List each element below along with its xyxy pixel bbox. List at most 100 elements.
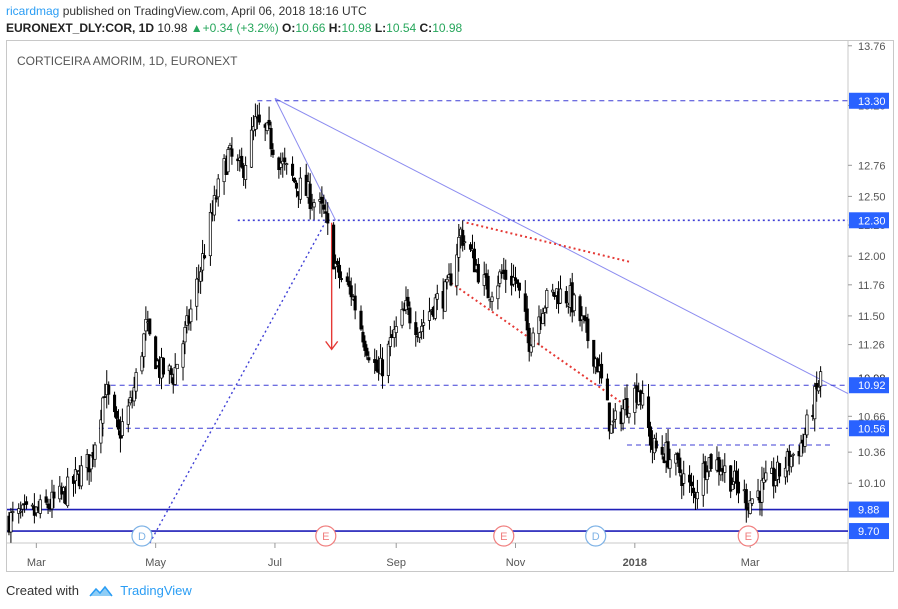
candle-body <box>279 162 283 168</box>
symbol-name: EURONEXT_DLY:COR, 1D <box>6 21 155 35</box>
candle-body <box>482 274 486 286</box>
candle-body <box>418 332 422 339</box>
candle-body <box>334 263 338 268</box>
candle-body <box>11 511 15 513</box>
candle-body <box>322 204 326 210</box>
candle-body <box>52 491 56 499</box>
price-label-box <box>849 377 889 394</box>
candle-body <box>641 393 645 406</box>
candle-body <box>120 421 124 436</box>
candle-body <box>803 434 807 447</box>
earnings-event-marker <box>493 525 515 547</box>
y-tick-label: 10.10 <box>858 478 886 490</box>
candle-body <box>461 229 465 246</box>
published-text: published on TradingView.com, April 06, … <box>62 4 367 18</box>
candle-body <box>705 471 709 480</box>
created-with-text: Created with <box>6 583 79 598</box>
candle-body <box>140 355 144 372</box>
candle-body <box>244 165 248 180</box>
candle-body <box>455 254 459 287</box>
candle-body <box>183 327 187 343</box>
author-link[interactable]: ricardmag <box>6 4 60 18</box>
candle-body <box>529 345 533 353</box>
candle-body <box>689 481 694 487</box>
price-label-box <box>849 501 889 518</box>
candle-body <box>772 467 776 487</box>
price-label-box <box>849 212 889 229</box>
candle-body <box>212 195 216 216</box>
candle-body <box>613 410 617 420</box>
candle-body <box>791 453 795 456</box>
candle-body <box>335 260 340 265</box>
candle-body <box>709 454 713 469</box>
candle-body <box>543 307 547 313</box>
candle-body <box>592 339 596 367</box>
candle-body <box>230 148 234 157</box>
candle-body <box>283 157 287 163</box>
candle-body <box>347 280 351 287</box>
candle-body <box>734 470 739 484</box>
candle-body <box>463 241 467 244</box>
candle-body <box>774 480 778 487</box>
candle-body <box>73 469 78 482</box>
candle-body <box>93 444 97 460</box>
earnings-event-label: E <box>745 531 752 543</box>
candle-body <box>116 419 121 430</box>
candle-body <box>764 472 768 481</box>
candle-body <box>668 459 672 469</box>
up-triangle-icon: ▲ <box>190 21 203 35</box>
tradingview-logo-icon <box>89 585 113 597</box>
candle-body <box>324 211 328 214</box>
candle-body <box>337 264 342 279</box>
candle-body <box>169 368 173 375</box>
candle-body <box>285 163 289 166</box>
candle-body <box>537 316 541 334</box>
price-label-box <box>849 92 889 109</box>
dividend-event-marker <box>131 525 153 547</box>
candle-body <box>513 277 518 281</box>
candle-body <box>349 285 353 298</box>
candle-body <box>695 492 699 500</box>
candle-body <box>527 327 531 352</box>
candle-body <box>142 333 146 358</box>
candle-body <box>75 470 79 472</box>
candle-body <box>101 397 105 424</box>
candle-body <box>312 202 316 208</box>
candle-body <box>443 281 447 312</box>
candle-body <box>422 322 426 326</box>
candle-body <box>805 414 809 436</box>
candle-body <box>688 474 692 483</box>
candle-body <box>558 288 563 304</box>
candle-body <box>173 367 177 385</box>
price-label-text: 10.92 <box>858 380 886 392</box>
candle-body <box>676 453 680 461</box>
candle-body <box>611 420 615 423</box>
candle-body <box>646 396 651 428</box>
candle-body <box>572 294 576 312</box>
candle-body <box>578 296 582 322</box>
candle-body <box>691 487 696 494</box>
candle-body <box>195 278 199 307</box>
x-tick-label: Mar <box>27 557 46 569</box>
candle-body <box>545 290 549 309</box>
earnings-event-label: E <box>322 531 329 543</box>
tradingview-link[interactable]: TradingView <box>120 583 192 598</box>
candle-body <box>107 384 111 395</box>
low-value: 10.54 <box>386 21 417 35</box>
candle-body <box>103 396 107 398</box>
candle-body <box>44 496 48 503</box>
candle-body <box>607 402 611 432</box>
candle-body <box>717 457 721 472</box>
candle-body <box>496 285 500 300</box>
candle-body <box>79 465 83 487</box>
candle-body <box>621 408 625 424</box>
high-label: H: <box>328 21 342 35</box>
chart-title: CORTICEIRA AMORIM, 1D, EURONEXT <box>17 54 238 68</box>
last-price: 10.98 <box>157 21 188 35</box>
candle-body <box>678 457 682 474</box>
y-tick-label: 11.26 <box>858 340 885 352</box>
candle-body <box>777 463 782 477</box>
candle-body <box>216 178 220 198</box>
x-tick-label: Mar <box>741 557 760 569</box>
